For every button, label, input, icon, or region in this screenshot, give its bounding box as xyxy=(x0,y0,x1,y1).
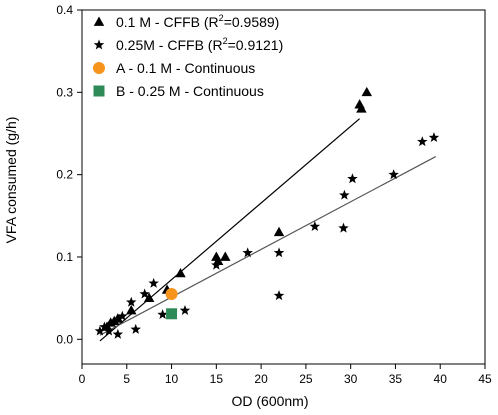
point-s1 xyxy=(143,292,155,302)
legend-label-main: 0.1 M - CFFB (R xyxy=(116,14,219,30)
legend-label-main: A - 0.1 M - Continuous xyxy=(116,60,255,76)
legend-marker-s2 xyxy=(93,39,105,50)
point-s2 xyxy=(242,247,253,258)
point-s1 xyxy=(126,304,137,315)
point-s2 xyxy=(148,277,159,288)
fit-line-s1 xyxy=(99,118,361,342)
x-tick-label: 35 xyxy=(389,372,403,386)
y-tick-label: 0.0 xyxy=(56,332,73,346)
point-s2 xyxy=(139,288,150,299)
legend-label-main: B - 0.25 M - Continuous xyxy=(116,83,264,99)
x-tick-label: 40 xyxy=(434,372,448,386)
point-s1 xyxy=(361,86,373,97)
y-tick-label: 0.4 xyxy=(56,3,73,17)
point-s2 xyxy=(112,328,124,339)
point-s2 xyxy=(103,325,115,336)
legend-label-s3: A - 0.1 M - Continuous xyxy=(116,60,255,76)
legend-marker-s1 xyxy=(93,16,105,26)
point-s2 xyxy=(273,290,285,301)
point-s2 xyxy=(99,321,110,332)
legend-label-tail: =0.9121) xyxy=(228,37,284,53)
legend-label-s1: 0.1 M - CFFB (R2=0.9589) xyxy=(116,13,279,30)
point-s2 xyxy=(211,259,222,270)
x-axis-label: OD (600nm) xyxy=(231,393,308,409)
point-s1 xyxy=(112,313,124,323)
x-tick-label: 15 xyxy=(210,372,224,386)
fit-line-s2 xyxy=(99,156,437,336)
x-tick-label: 5 xyxy=(123,372,130,386)
legend-label-s2: 0.25M - CFFB (R2=0.9121) xyxy=(116,36,283,53)
point-s2 xyxy=(339,189,350,200)
point-s2 xyxy=(273,247,285,258)
legend-label-main: 0.25M - CFFB (R xyxy=(116,37,223,53)
x-tick-label: 30 xyxy=(344,372,358,386)
point-s2 xyxy=(388,169,399,180)
legend-marker-s4 xyxy=(93,85,105,97)
point-s1 xyxy=(220,251,231,261)
legend-label-tail: =0.9589) xyxy=(224,14,280,30)
point-s2 xyxy=(126,296,137,307)
point-s1 xyxy=(273,226,285,237)
y-tick-label: 0.1 xyxy=(56,250,73,264)
x-tick-label: 25 xyxy=(299,372,313,386)
plot-frame xyxy=(81,9,486,365)
point-s1 xyxy=(356,103,367,113)
point-s1 xyxy=(175,267,186,278)
legend-label-superscript: 2 xyxy=(219,13,224,23)
y-tick-label: 0.2 xyxy=(56,168,73,182)
point-s2 xyxy=(309,221,321,231)
point-s2 xyxy=(157,309,168,320)
point-s2 xyxy=(117,310,128,321)
point-s4 xyxy=(166,308,178,320)
legend-label-superscript: 2 xyxy=(223,36,228,46)
point-s2 xyxy=(417,136,428,147)
y-tick-label: 0.3 xyxy=(56,85,73,99)
point-s2 xyxy=(347,173,358,184)
legend-label-s4: B - 0.25 M - Continuous xyxy=(116,83,264,99)
point-s2 xyxy=(338,222,349,233)
point-s2 xyxy=(94,325,106,336)
y-axis-label: VFA consumed (g/h) xyxy=(3,117,19,244)
point-s3 xyxy=(165,288,178,301)
legend-marker-s3 xyxy=(93,62,105,74)
x-tick-label: 0 xyxy=(79,372,86,386)
x-tick-label: 45 xyxy=(478,372,492,386)
point-s2 xyxy=(428,132,440,143)
point-s2 xyxy=(179,304,191,315)
x-tick-label: 10 xyxy=(165,372,179,386)
x-tick-label: 20 xyxy=(254,372,268,386)
point-s2 xyxy=(130,323,141,334)
